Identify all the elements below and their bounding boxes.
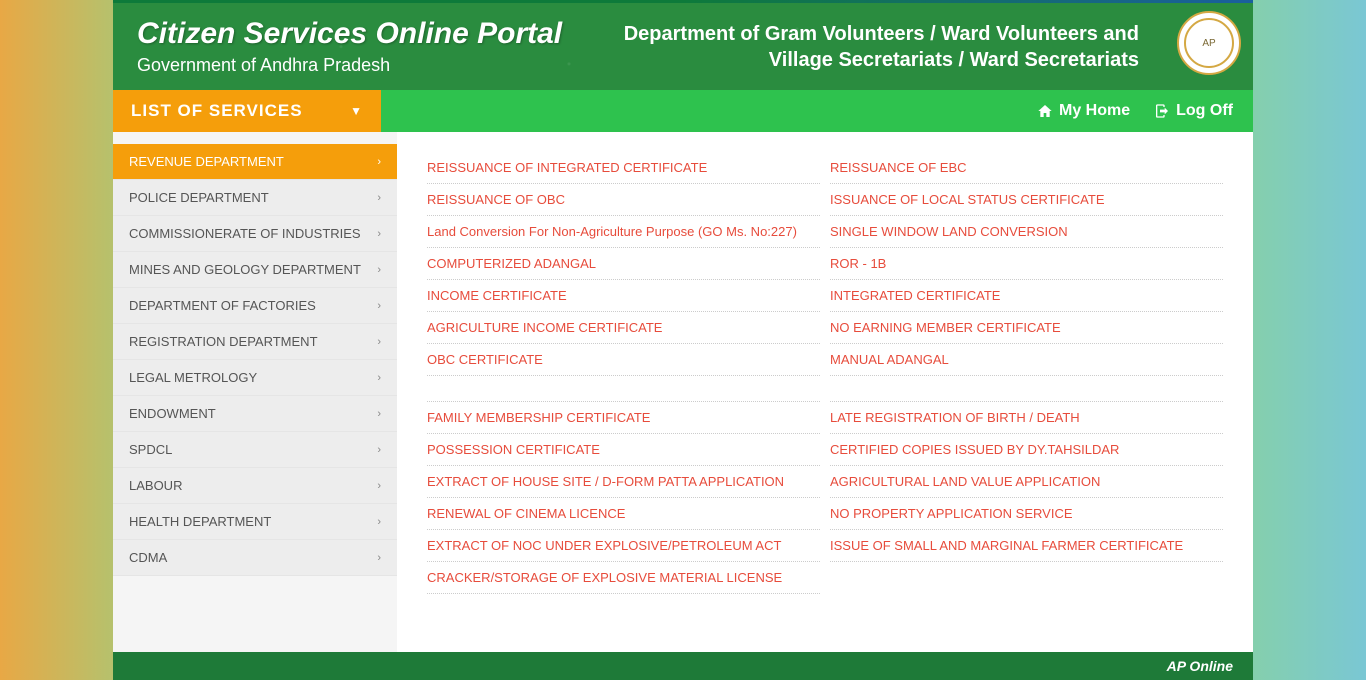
sidebar-item-label: REGISTRATION DEPARTMENT bbox=[129, 334, 318, 349]
service-link[interactable]: NO EARNING MEMBER CERTIFICATE bbox=[830, 312, 1223, 344]
footer-brand: AP Online bbox=[1167, 658, 1233, 674]
service-link[interactable]: COMPUTERIZED ADANGAL bbox=[427, 248, 820, 280]
chevron-right-icon: › bbox=[377, 516, 381, 528]
sidebar-item-4[interactable]: DEPARTMENT OF FACTORIES › bbox=[113, 288, 397, 324]
service-link[interactable]: NO PROPERTY APPLICATION SERVICE bbox=[830, 498, 1223, 530]
portal-title: Citizen Services Online Portal bbox=[137, 17, 562, 51]
service-link[interactable]: OBC CERTIFICATE bbox=[427, 344, 820, 376]
main-content: REISSUANCE OF INTEGRATED CERTIFICATEREIS… bbox=[397, 132, 1253, 652]
navbar: LIST OF SERVICES ▼ My Home Log Off bbox=[113, 90, 1253, 132]
service-link[interactable]: ROR - 1B bbox=[830, 248, 1223, 280]
chevron-right-icon: › bbox=[377, 444, 381, 456]
sidebar-item-label: LABOUR bbox=[129, 478, 182, 493]
service-link[interactable]: CRACKER/STORAGE OF EXPLOSIVE MATERIAL LI… bbox=[427, 562, 820, 594]
sidebar-item-label: COMMISSIONERATE OF INDUSTRIES bbox=[129, 226, 361, 241]
header-left: Citizen Services Online Portal Governmen… bbox=[137, 17, 562, 76]
chevron-right-icon: › bbox=[377, 300, 381, 312]
sidebar-item-7[interactable]: ENDOWMENT › bbox=[113, 396, 397, 432]
home-icon bbox=[1037, 103, 1053, 119]
emblem-inner: AP bbox=[1184, 18, 1234, 68]
service-link[interactable]: REISSUANCE OF EBC bbox=[830, 152, 1223, 184]
my-home-label: My Home bbox=[1059, 102, 1130, 120]
sidebar: REVENUE DEPARTMENT›POLICE DEPARTMENT›COM… bbox=[113, 132, 397, 652]
service-link[interactable]: LATE REGISTRATION OF BIRTH / DEATH bbox=[830, 402, 1223, 434]
nav-links: My Home Log Off bbox=[1037, 102, 1233, 120]
service-col-2: REISSUANCE OF EBCISSUANCE OF LOCAL STATU… bbox=[830, 152, 1223, 594]
service-link[interactable]: ISSUE OF SMALL AND MARGINAL FARMER CERTI… bbox=[830, 530, 1223, 562]
caret-down-icon: ▼ bbox=[350, 104, 363, 118]
service-link[interactable]: RENEWAL OF CINEMA LICENCE bbox=[427, 498, 820, 530]
sidebar-item-2[interactable]: COMMISSIONERATE OF INDUSTRIES › bbox=[113, 216, 397, 252]
spacer-row bbox=[830, 376, 1223, 402]
chevron-right-icon: › bbox=[377, 192, 381, 204]
page-container: Citizen Services Online Portal Governmen… bbox=[113, 0, 1253, 680]
service-link[interactable]: REISSUANCE OF OBC bbox=[427, 184, 820, 216]
service-link[interactable]: AGRICULTURAL LAND VALUE APPLICATION bbox=[830, 466, 1223, 498]
chevron-right-icon: › bbox=[377, 552, 381, 564]
service-col-1: REISSUANCE OF INTEGRATED CERTIFICATEREIS… bbox=[427, 152, 820, 594]
sidebar-item-9[interactable]: LABOUR › bbox=[113, 468, 397, 504]
sidebar-item-3[interactable]: MINES AND GEOLOGY DEPARTMENT › bbox=[113, 252, 397, 288]
portal-subtitle: Government of Andhra Pradesh bbox=[137, 55, 562, 76]
sidebar-item-label: CDMA bbox=[129, 550, 167, 565]
dept-line-1: Department of Gram Volunteers / Ward Vol… bbox=[624, 21, 1139, 47]
chevron-right-icon: › bbox=[377, 336, 381, 348]
sidebar-item-label: MINES AND GEOLOGY DEPARTMENT bbox=[129, 262, 361, 277]
sidebar-item-label: SPDCL bbox=[129, 442, 172, 457]
chevron-right-icon: › bbox=[377, 480, 381, 492]
state-emblem: AP bbox=[1177, 11, 1241, 75]
sidebar-item-11[interactable]: CDMA › bbox=[113, 540, 397, 576]
service-link[interactable]: AGRICULTURE INCOME CERTIFICATE bbox=[427, 312, 820, 344]
service-grid: REISSUANCE OF INTEGRATED CERTIFICATEREIS… bbox=[427, 152, 1223, 594]
sidebar-item-label: REVENUE DEPARTMENT bbox=[129, 154, 284, 169]
service-link[interactable]: MANUAL ADANGAL bbox=[830, 344, 1223, 376]
service-link[interactable]: INTEGRATED CERTIFICATE bbox=[830, 280, 1223, 312]
list-services-label: LIST OF SERVICES bbox=[131, 101, 303, 121]
sidebar-item-0[interactable]: REVENUE DEPARTMENT › bbox=[113, 144, 397, 180]
sidebar-item-label: POLICE DEPARTMENT bbox=[129, 190, 269, 205]
log-off-link[interactable]: Log Off bbox=[1154, 102, 1233, 120]
service-link[interactable]: SINGLE WINDOW LAND CONVERSION bbox=[830, 216, 1223, 248]
service-link[interactable]: EXTRACT OF NOC UNDER EXPLOSIVE/PETROLEUM… bbox=[427, 530, 820, 562]
sidebar-item-label: ENDOWMENT bbox=[129, 406, 216, 421]
chevron-right-icon: › bbox=[377, 408, 381, 420]
logout-icon bbox=[1154, 103, 1170, 119]
service-link[interactable]: Land Conversion For Non-Agriculture Purp… bbox=[427, 216, 820, 248]
sidebar-item-5[interactable]: REGISTRATION DEPARTMENT › bbox=[113, 324, 397, 360]
log-off-label: Log Off bbox=[1176, 102, 1233, 120]
sidebar-item-8[interactable]: SPDCL › bbox=[113, 432, 397, 468]
header-right: Department of Gram Volunteers / Ward Vol… bbox=[624, 21, 1229, 73]
chevron-right-icon: › bbox=[377, 156, 381, 168]
footer: AP Online bbox=[113, 652, 1253, 680]
spacer-row bbox=[427, 376, 820, 402]
sidebar-item-6[interactable]: LEGAL METROLOGY › bbox=[113, 360, 397, 396]
chevron-right-icon: › bbox=[377, 372, 381, 384]
sidebar-item-label: DEPARTMENT OF FACTORIES bbox=[129, 298, 316, 313]
list-of-services-button[interactable]: LIST OF SERVICES ▼ bbox=[113, 90, 381, 132]
service-link[interactable]: CERTIFIED COPIES ISSUED BY DY.TAHSILDAR bbox=[830, 434, 1223, 466]
sidebar-item-10[interactable]: HEALTH DEPARTMENT › bbox=[113, 504, 397, 540]
sidebar-item-1[interactable]: POLICE DEPARTMENT › bbox=[113, 180, 397, 216]
service-link[interactable]: EXTRACT OF HOUSE SITE / D-FORM PATTA APP… bbox=[427, 466, 820, 498]
chevron-right-icon: › bbox=[377, 264, 381, 276]
service-link[interactable]: REISSUANCE OF INTEGRATED CERTIFICATE bbox=[427, 152, 820, 184]
my-home-link[interactable]: My Home bbox=[1037, 102, 1130, 120]
header: Citizen Services Online Portal Governmen… bbox=[113, 3, 1253, 90]
service-link[interactable]: INCOME CERTIFICATE bbox=[427, 280, 820, 312]
sidebar-item-label: HEALTH DEPARTMENT bbox=[129, 514, 271, 529]
service-link[interactable]: FAMILY MEMBERSHIP CERTIFICATE bbox=[427, 402, 820, 434]
service-link[interactable]: ISSUANCE OF LOCAL STATUS CERTIFICATE bbox=[830, 184, 1223, 216]
content-area: REVENUE DEPARTMENT›POLICE DEPARTMENT›COM… bbox=[113, 132, 1253, 652]
service-link[interactable]: POSSESSION CERTIFICATE bbox=[427, 434, 820, 466]
chevron-right-icon: › bbox=[377, 228, 381, 240]
sidebar-item-label: LEGAL METROLOGY bbox=[129, 370, 257, 385]
dept-line-2: Village Secretariats / Ward Secretariats bbox=[624, 47, 1139, 73]
